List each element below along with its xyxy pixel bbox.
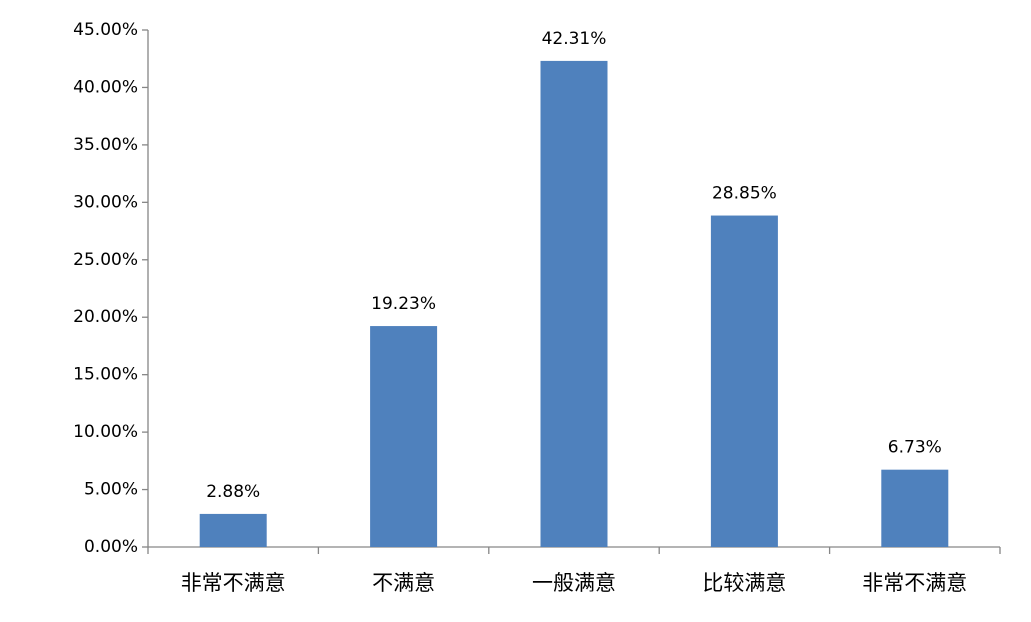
y-tick-label: 15.00% xyxy=(73,365,138,385)
data-label: 19.23% xyxy=(371,294,436,314)
data-label: 42.31% xyxy=(542,29,607,49)
bar xyxy=(199,513,267,547)
y-tick-label: 10.00% xyxy=(73,422,138,442)
x-axis: 非常不满意 不满意 一般满意 比较满意 非常不满意 xyxy=(147,546,1001,595)
x-category-label: 非常不满意 xyxy=(181,571,286,595)
y-tick-label: 5.00% xyxy=(84,480,138,500)
y-tick-label: 30.00% xyxy=(73,192,138,212)
x-category-label: 不满意 xyxy=(372,571,435,595)
data-labels: 2.88% 19.23% 42.31% 28.85% 6.73% xyxy=(206,29,942,502)
y-tick-label: 45.00% xyxy=(73,20,138,40)
y-tick-label: 35.00% xyxy=(73,135,138,155)
bar xyxy=(710,215,778,547)
y-axis: 0.00% 5.00% 10.00% 15.00% 20.00% 25.00% 30.00%… xyxy=(73,20,149,557)
data-label: 6.73% xyxy=(888,438,942,458)
y-tick-label: 20.00% xyxy=(73,307,138,327)
data-label: 28.85% xyxy=(712,184,777,204)
bar xyxy=(540,60,608,547)
bar xyxy=(881,469,949,547)
x-category-label: 比较满意 xyxy=(702,571,786,595)
x-category-label: 一般满意 xyxy=(532,571,616,595)
bar xyxy=(370,326,438,547)
y-tick-label: 25.00% xyxy=(73,250,138,270)
y-tick-label: 40.00% xyxy=(73,77,138,97)
bars xyxy=(199,60,949,547)
y-tick-label: 0.00% xyxy=(84,537,138,557)
data-label: 2.88% xyxy=(206,482,260,502)
x-category-label: 非常不满意 xyxy=(862,571,967,595)
